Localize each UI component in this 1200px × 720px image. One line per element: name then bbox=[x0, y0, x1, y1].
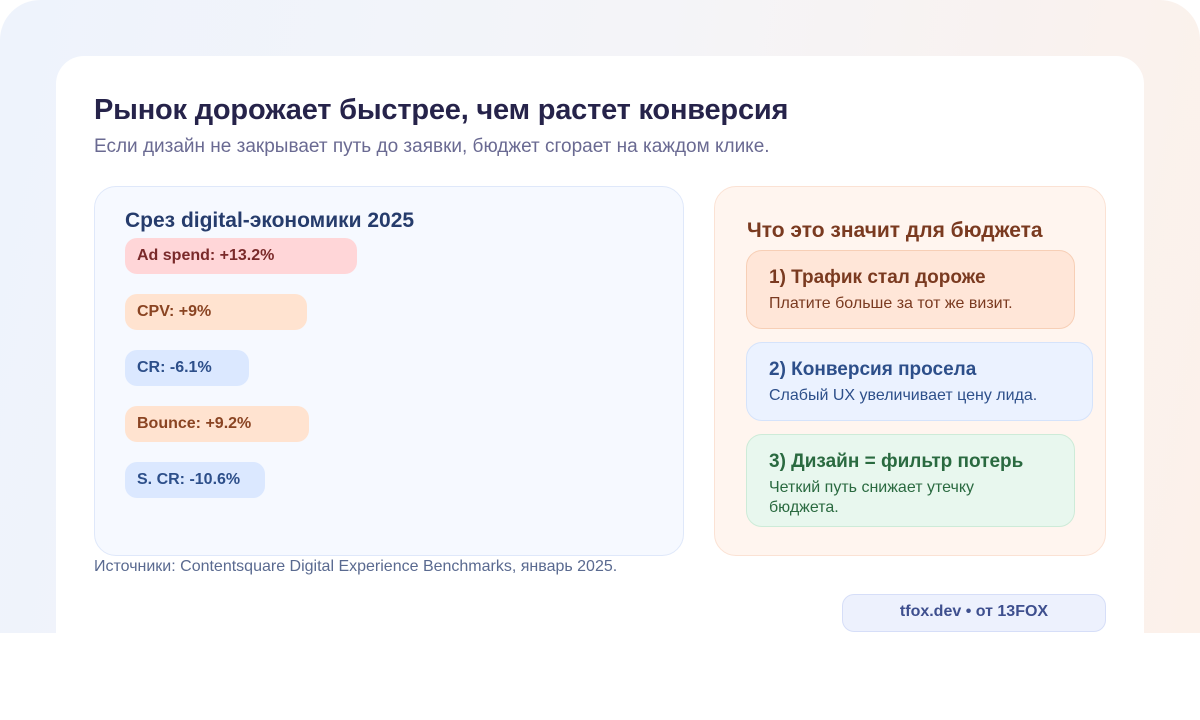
budget-panel: Что это значит для бюджета 1) Трафик ста… bbox=[714, 186, 1106, 556]
budget-point-text: Платите больше за тот же визит. bbox=[769, 295, 1013, 312]
budget-panel-title: Что это значит для бюджета bbox=[747, 219, 1043, 242]
metric-cr: CR: -6.1% bbox=[125, 350, 249, 386]
brand-badge: tfox.dev • от 13FOX bbox=[842, 594, 1106, 632]
metric-bounce: Bounce: +9.2% bbox=[125, 406, 309, 442]
budget-point-design: 3) Дизайн = фильтр потерь Четкий путь сн… bbox=[746, 434, 1075, 527]
page-subtitle: Если дизайн не закрывает путь до заявки,… bbox=[94, 136, 770, 157]
budget-point-text: Слабый UX увеличивает цену лида. bbox=[769, 387, 1038, 404]
budget-point-title: 1) Трафик стал дороже bbox=[769, 267, 986, 288]
page-title: Рынок дорожает быстрее, чем растет конве… bbox=[94, 94, 789, 126]
metric-cpv: CPV: +9% bbox=[125, 294, 307, 330]
metric-s-cr: S. CR: -10.6% bbox=[125, 462, 265, 498]
budget-point-text: Четкий путь снижает утечку бюджета. bbox=[769, 479, 974, 516]
budget-point-conversion: 2) Конверсия просела Слабый UX увеличива… bbox=[746, 342, 1093, 421]
metric-ad-spend: Ad spend: +13.2% bbox=[125, 238, 357, 274]
budget-point-traffic: 1) Трафик стал дороже Платите больше за … bbox=[746, 250, 1075, 329]
metrics-panel-title: Срез digital-экономики 2025 bbox=[125, 209, 415, 232]
budget-point-title: 2) Конверсия просела bbox=[769, 359, 977, 380]
budget-point-title: 3) Дизайн = фильтр потерь bbox=[769, 451, 1024, 472]
sources-note: Источники: Contentsquare Digital Experie… bbox=[94, 558, 618, 575]
metrics-panel: Срез digital-экономики 2025 Ad spend: +1… bbox=[94, 186, 684, 556]
